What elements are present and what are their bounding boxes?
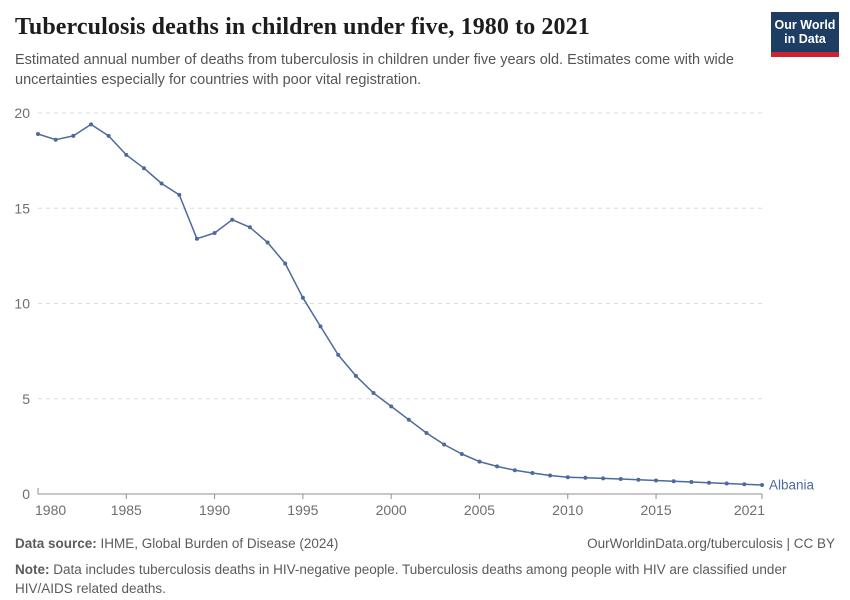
data-point — [707, 480, 711, 485]
data-point — [406, 417, 411, 422]
x-tick-label: 2010 — [552, 502, 583, 518]
data-point — [318, 324, 323, 329]
x-tick-label: 1995 — [287, 502, 318, 518]
x-tick-label: 1990 — [199, 502, 230, 518]
data-point — [389, 404, 394, 409]
data-point — [159, 181, 164, 186]
data-point — [106, 133, 111, 138]
data-point — [212, 231, 217, 235]
series-label-albania: Albania — [769, 478, 815, 493]
data-point — [689, 480, 694, 484]
data-point — [300, 295, 305, 300]
x-tick-label: 2015 — [640, 502, 671, 518]
data-point — [459, 452, 464, 456]
x-tick-label: 1985 — [111, 502, 142, 518]
data-source-label: Data source: — [15, 536, 97, 551]
data-point — [230, 217, 235, 222]
data-point — [424, 431, 429, 435]
data-point — [724, 481, 729, 486]
data-point — [618, 477, 623, 481]
chart-header: Tuberculosis deaths in children under fi… — [15, 14, 755, 91]
data-point — [371, 391, 376, 395]
data-point — [548, 473, 553, 478]
data-point — [247, 225, 252, 230]
data-point — [36, 132, 40, 136]
data-point — [583, 475, 588, 480]
y-tick-label: 15 — [14, 200, 30, 216]
owid-link[interactable]: OurWorldinData.org/tuberculosis | CC BY — [587, 536, 835, 551]
x-tick-label: 2021 — [734, 502, 765, 518]
data-point — [336, 352, 341, 357]
data-point — [71, 133, 76, 138]
y-tick-label: 0 — [22, 486, 30, 502]
data-point — [654, 478, 658, 483]
data-point — [565, 475, 570, 480]
data-point — [53, 137, 58, 142]
data-point — [636, 477, 641, 482]
data-source: Data source: IHME, Global Burden of Dise… — [15, 534, 338, 553]
y-tick-label: 5 — [22, 391, 30, 407]
owid-logo-line1: Our World — [774, 17, 836, 32]
note-label: Note: — [15, 562, 50, 578]
data-point — [530, 471, 535, 475]
y-tick-label: 20 — [14, 105, 30, 121]
data-point — [512, 468, 517, 473]
data-point — [177, 192, 182, 197]
owid-logo[interactable]: Our World in Data — [771, 12, 839, 57]
y-tick-label: 10 — [14, 296, 30, 312]
data-point — [194, 236, 199, 241]
x-tick-label: 2005 — [464, 502, 495, 518]
x-tick-label: 1980 — [35, 502, 66, 518]
data-point — [742, 482, 747, 487]
chart-footer: Data source: IHME, Global Burden of Dise… — [15, 534, 835, 598]
chart-subtitle: Estimated annual number of deaths from t… — [15, 52, 734, 89]
data-point — [89, 122, 93, 127]
data-point — [283, 261, 288, 266]
data-point — [442, 442, 447, 447]
data-point — [477, 459, 482, 464]
chart-note: Note: Data includes tuberculosis deaths … — [15, 560, 835, 598]
x-tick-label: 2000 — [376, 502, 407, 518]
data-point — [671, 479, 676, 484]
chart-title: Tuberculosis deaths in children under fi… — [15, 14, 590, 40]
trend-line — [37, 123, 763, 486]
data-point — [124, 152, 129, 157]
line-chart: 0 5 10 15 20 1980 1985 1990 1995 2000 2005 2010 2015… — [14, 105, 815, 518]
data-point — [495, 464, 500, 469]
data-point — [760, 483, 764, 487]
note-value: Data includes tuberculosis deaths in HIV… — [15, 562, 787, 597]
owid-logo-line2: in Data — [784, 32, 826, 46]
data-point — [265, 240, 270, 245]
data-point — [142, 166, 146, 171]
data-point — [601, 476, 606, 481]
data-source-value: IHME, Global Burden of Disease (2024) — [100, 536, 339, 551]
data-point — [353, 373, 358, 378]
